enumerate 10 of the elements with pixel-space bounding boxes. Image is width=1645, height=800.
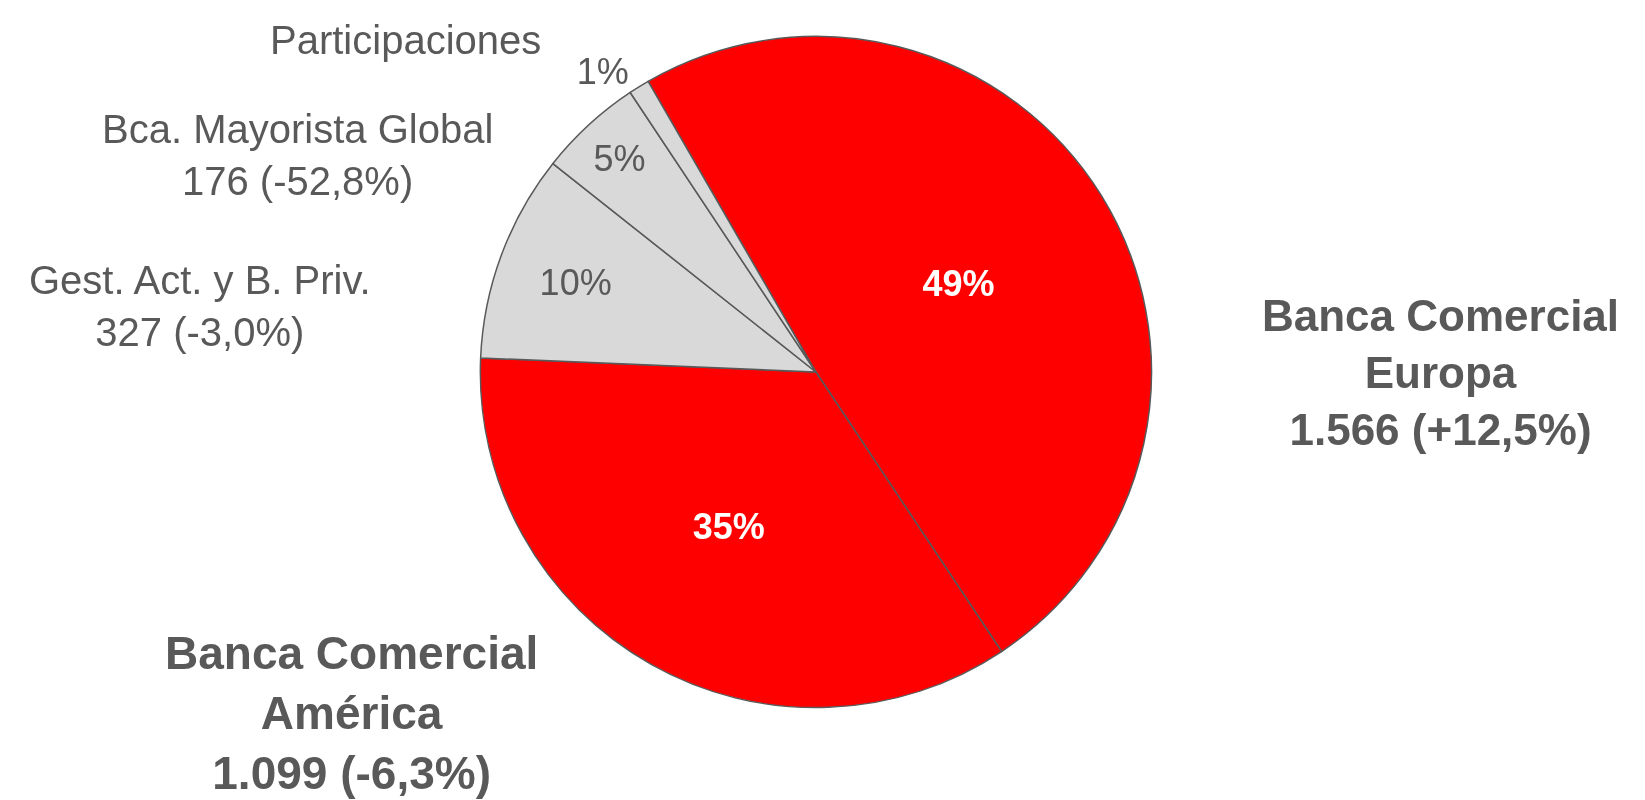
slice-label: Bca. Mayorista Global 176 (-52,8%) <box>102 107 494 203</box>
data-label: 49% <box>922 263 995 305</box>
slice-label: Banca Comercial Europa 1.566 (+12,5%) <box>1262 291 1620 455</box>
data-label: 10% <box>539 262 612 304</box>
slice-label: Banca Comercial América 1.099 (-6,3%) <box>165 627 539 799</box>
slice-label: Gest. Act. y B. Priv. 327 (-3,0%) <box>29 258 371 354</box>
data-label: 5% <box>593 137 646 179</box>
slice-label: Participaciones <box>270 18 542 62</box>
data-label: 1% <box>576 51 629 93</box>
data-label: 35% <box>692 506 765 548</box>
